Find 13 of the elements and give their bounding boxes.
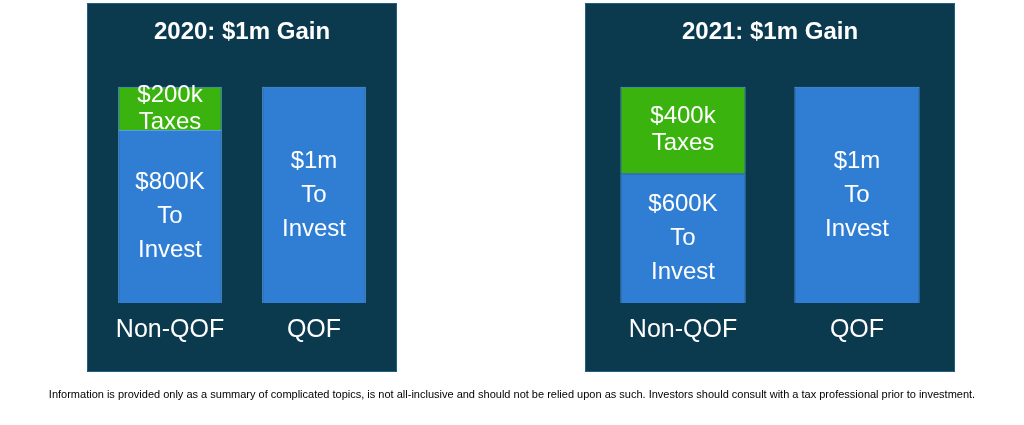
data-label: $800K To Invest [135,167,205,263]
data-label: $600K To Invest [648,188,718,284]
data-label: $200k Taxes [137,79,204,134]
chart-title: 2021: $1m Gain [681,17,859,45]
data-label: $1m To Invest [281,145,347,241]
x-tick-label: Non-QOF [628,313,738,342]
chart-title: 2020: $1m Gain [153,17,331,45]
data-label: $1m To Invest [824,145,890,241]
text: Information is provided only as a summary of complicated topics, is not all-inclusive and should not be relied upon as such. Investors should consult with a tax professional prior to investment. [47,388,977,400]
data-label: $400k Taxes [650,101,717,156]
x-tick-label: QOF [829,313,885,342]
x-tick-label: QOF [286,313,342,342]
x-tick-label: Non-QOF [115,313,225,342]
